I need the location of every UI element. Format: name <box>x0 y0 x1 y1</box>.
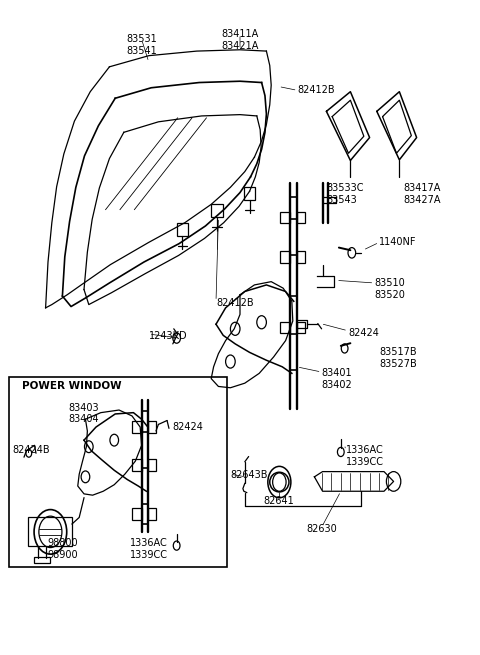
Bar <box>297 251 305 263</box>
Bar <box>132 459 142 471</box>
Text: 83401
83402: 83401 83402 <box>322 368 352 390</box>
Text: 82424: 82424 <box>173 422 204 432</box>
Text: 82412B: 82412B <box>298 85 335 95</box>
Text: 83403
83404: 83403 83404 <box>69 403 99 424</box>
Text: 83510
83520: 83510 83520 <box>374 278 405 300</box>
Text: 1336AC
1339CC: 1336AC 1339CC <box>346 445 384 467</box>
Bar <box>211 204 223 217</box>
Bar <box>132 508 142 520</box>
Text: 82641: 82641 <box>263 496 294 506</box>
Text: 83517B
83527B: 83517B 83527B <box>379 347 417 369</box>
Text: 82412B: 82412B <box>216 298 253 308</box>
Text: 1336AC
1339CC: 1336AC 1339CC <box>130 538 168 560</box>
Text: 1140NF: 1140NF <box>379 237 417 247</box>
Bar <box>148 421 156 433</box>
Bar <box>280 212 290 223</box>
Bar <box>9 377 227 567</box>
Text: 1243KD: 1243KD <box>149 331 187 341</box>
Bar <box>244 187 255 200</box>
Bar <box>280 251 290 263</box>
Bar <box>177 223 188 236</box>
Text: 82424B: 82424B <box>12 445 49 455</box>
Bar <box>148 508 156 520</box>
Text: 83531
83541: 83531 83541 <box>126 34 157 56</box>
Bar <box>297 322 305 333</box>
Text: 82424: 82424 <box>348 328 379 337</box>
Text: 98800
98900: 98800 98900 <box>47 538 78 560</box>
Text: POWER WINDOW: POWER WINDOW <box>22 381 121 391</box>
Bar <box>28 517 72 546</box>
Text: 83533C
83543: 83533C 83543 <box>326 183 364 205</box>
Text: 82643B: 82643B <box>230 470 268 480</box>
Bar <box>148 459 156 471</box>
Text: 83411A
83421A: 83411A 83421A <box>221 29 259 51</box>
Text: 83417A
83427A: 83417A 83427A <box>403 183 441 205</box>
Bar <box>280 322 290 333</box>
Bar <box>132 421 142 433</box>
Bar <box>297 212 305 223</box>
Text: 82630: 82630 <box>306 524 337 534</box>
Bar <box>34 557 50 563</box>
